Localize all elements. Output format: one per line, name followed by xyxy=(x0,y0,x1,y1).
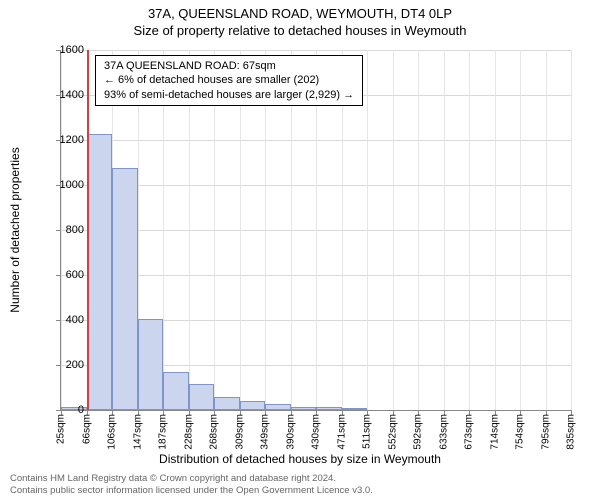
x-tick-label: 268sqm xyxy=(209,414,220,450)
x-tick-label: 835sqm xyxy=(566,414,577,450)
x-tick-label: 309sqm xyxy=(234,414,245,450)
histogram-bar xyxy=(240,401,266,410)
x-tick-label: 430sqm xyxy=(311,414,322,450)
histogram-bar xyxy=(342,408,368,410)
x-tick-label: 795sqm xyxy=(540,414,551,450)
annotation-line-1: 37A QUEENSLAND ROAD: 67sqm xyxy=(104,59,354,73)
y-tick-label: 0 xyxy=(44,404,84,416)
x-tick-label: 714sqm xyxy=(489,414,500,450)
histogram-bar xyxy=(163,372,189,410)
histogram-bar xyxy=(87,134,113,410)
y-tick-label: 1400 xyxy=(44,89,84,101)
x-tick-label: 187sqm xyxy=(158,414,169,450)
x-tick-label: 754sqm xyxy=(515,414,526,450)
x-tick-label: 673sqm xyxy=(464,414,475,450)
y-tick-label: 400 xyxy=(44,314,84,326)
y-tick-label: 800 xyxy=(44,224,84,236)
y-tick-label: 1000 xyxy=(44,179,84,191)
x-tick-label: 66sqm xyxy=(81,414,92,444)
x-axis-label: Distribution of detached houses by size … xyxy=(0,452,600,466)
attribution-line-1: Contains HM Land Registry data © Crown c… xyxy=(10,473,373,484)
histogram-bar xyxy=(112,168,138,410)
y-axis-label: Number of detached properties xyxy=(8,147,22,312)
annotation-line-2: ← 6% of detached houses are smaller (202… xyxy=(104,73,354,87)
attribution-line-2: Contains public sector information licen… xyxy=(10,485,373,496)
x-tick-label: 147sqm xyxy=(132,414,143,450)
x-tick-label: 25sqm xyxy=(56,414,67,444)
y-tick-label: 1200 xyxy=(44,134,84,146)
x-tick-label: 592sqm xyxy=(413,414,424,450)
histogram-bar xyxy=(291,407,317,410)
chart-title-address: 37A, QUEENSLAND ROAD, WEYMOUTH, DT4 0LP xyxy=(0,0,600,21)
attribution-text: Contains HM Land Registry data © Crown c… xyxy=(10,473,373,496)
histogram-bar xyxy=(265,404,291,410)
y-tick-label: 200 xyxy=(44,359,84,371)
histogram-bar xyxy=(316,407,342,410)
histogram-bar xyxy=(214,397,240,411)
annotation-line-3: 93% of semi-detached houses are larger (… xyxy=(104,88,354,102)
x-tick-label: 511sqm xyxy=(362,414,373,449)
histogram-bar xyxy=(138,319,164,410)
y-tick-label: 1600 xyxy=(44,44,84,56)
x-tick-label: 633sqm xyxy=(438,414,449,450)
histogram-bar xyxy=(189,384,215,410)
x-tick-label: 390sqm xyxy=(285,414,296,450)
y-tick-label: 600 xyxy=(44,269,84,281)
x-tick-label: 349sqm xyxy=(260,414,271,450)
x-tick-label: 552sqm xyxy=(387,414,398,450)
chart-container: 37A, QUEENSLAND ROAD, WEYMOUTH, DT4 0LP … xyxy=(0,0,600,500)
plot-area: 25sqm66sqm106sqm147sqm187sqm228sqm268sqm… xyxy=(60,50,570,410)
x-tick-label: 471sqm xyxy=(336,414,347,450)
x-tick-label: 228sqm xyxy=(183,414,194,450)
property-marker-line xyxy=(87,50,89,410)
x-tick-label: 106sqm xyxy=(107,414,118,450)
annotation-box: 37A QUEENSLAND ROAD: 67sqm ← 6% of detac… xyxy=(95,55,363,106)
chart-title-subtitle: Size of property relative to detached ho… xyxy=(0,21,600,38)
